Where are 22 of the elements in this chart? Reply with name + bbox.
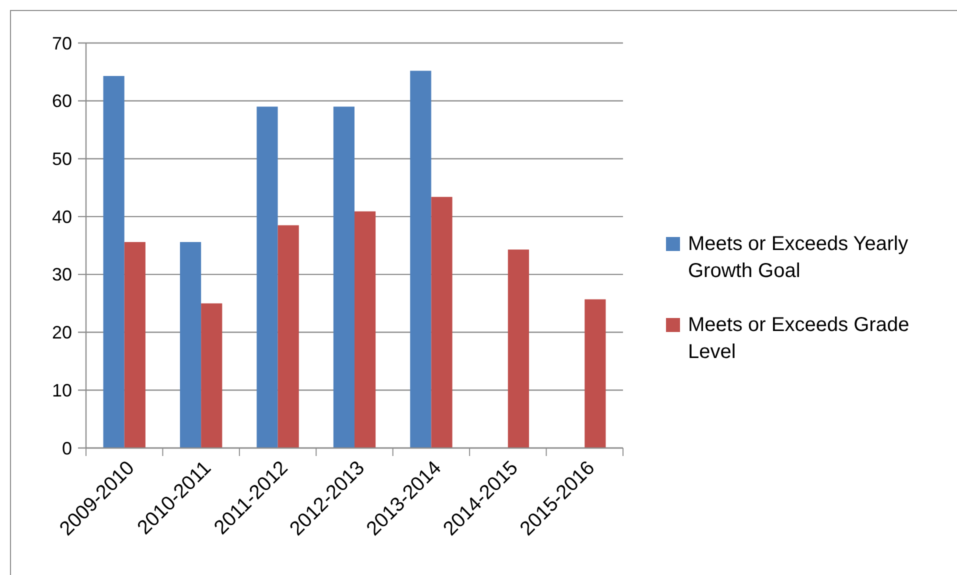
bar — [584, 299, 606, 448]
bar — [103, 76, 124, 448]
bar — [180, 242, 202, 448]
y-tick-label: 0 — [62, 438, 72, 458]
legend-label: Meets or Exceeds Yearly Growth Goal — [688, 233, 908, 282]
bar — [124, 242, 146, 448]
bar — [431, 196, 452, 448]
bar — [333, 106, 354, 448]
bar — [508, 250, 530, 448]
y-tick-label: 60 — [52, 91, 72, 112]
y-tick-label: 40 — [52, 206, 72, 227]
bar — [201, 303, 222, 448]
bar — [278, 225, 299, 448]
bar — [256, 106, 278, 448]
legend-label: Meets or Exceeds Grade Level — [688, 314, 910, 363]
y-tick-label: 50 — [52, 149, 72, 170]
y-tick-label: 30 — [52, 264, 72, 285]
bar — [354, 211, 376, 448]
y-tick-label: 20 — [52, 322, 72, 343]
y-tick-label: 10 — [52, 380, 72, 400]
bar — [410, 70, 432, 448]
y-tick-label: 70 — [52, 33, 72, 54]
